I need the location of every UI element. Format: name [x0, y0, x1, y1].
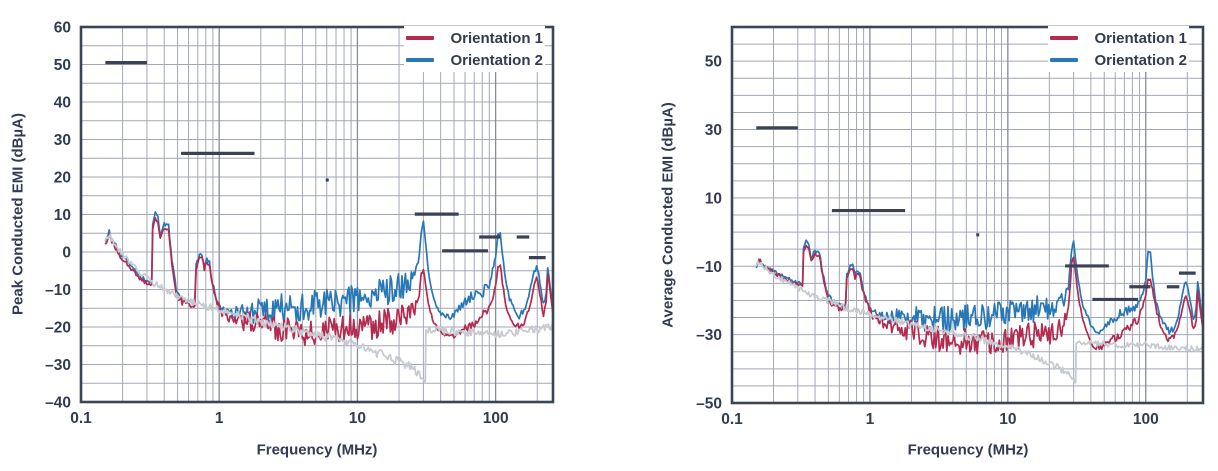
svg-text:–50: –50 — [696, 396, 722, 413]
orientation-1-line-swatch — [406, 36, 435, 40]
svg-text:10: 10 — [349, 410, 366, 427]
legend-item-orientation-1: Orientation 1 — [1050, 27, 1187, 49]
average-chart-legend: Orientation 1 Orientation 2 — [1048, 26, 1189, 72]
svg-text:50: 50 — [705, 54, 722, 71]
svg-text:0.1: 0.1 — [721, 411, 743, 428]
svg-text:–30: –30 — [45, 357, 71, 374]
svg-text:–10: –10 — [696, 259, 722, 276]
svg-text:0: 0 — [62, 245, 71, 262]
svg-text:1: 1 — [866, 411, 875, 428]
legend-item-orientation-1: Orientation 1 — [406, 27, 543, 49]
average-chart-x-axis-title: Frequency (MHz) — [907, 441, 1029, 459]
svg-text:50: 50 — [54, 57, 71, 74]
svg-text:–20: –20 — [45, 320, 71, 337]
legend-item-orientation-2: Orientation 2 — [406, 49, 543, 71]
svg-text:10: 10 — [54, 207, 71, 224]
svg-text:40: 40 — [54, 95, 71, 112]
svg-text:30: 30 — [54, 132, 71, 149]
legend-label: Orientation 2 — [1094, 51, 1187, 69]
average-chart-y-axis-title: Average Conducted EMI (dBµA) — [659, 102, 677, 328]
svg-text:30: 30 — [705, 122, 722, 139]
svg-text:1: 1 — [215, 410, 224, 427]
svg-text:60: 60 — [54, 20, 71, 37]
svg-text:10: 10 — [705, 190, 722, 207]
legend-label: Orientation 1 — [1094, 29, 1187, 47]
svg-text:–30: –30 — [696, 327, 722, 344]
peak-chart-legend: Orientation 1 Orientation 2 — [404, 26, 545, 72]
svg-text:0.1: 0.1 — [70, 410, 92, 427]
legend-item-orientation-2: Orientation 2 — [1050, 49, 1187, 71]
orientation-1-line-swatch — [1050, 36, 1079, 40]
svg-text:100: 100 — [483, 410, 509, 427]
svg-text:–40: –40 — [45, 395, 71, 412]
svg-text:100: 100 — [1133, 411, 1159, 428]
peak-chart-x-axis-title: Frequency (MHz) — [256, 441, 378, 459]
svg-text:10: 10 — [999, 411, 1016, 428]
svg-text:20: 20 — [54, 170, 71, 187]
legend-label: Orientation 2 — [450, 51, 543, 69]
svg-text:–10: –10 — [45, 282, 71, 299]
orientation-2-line-swatch — [406, 58, 435, 62]
peak-chart-y-axis-title: Peak Conducted EMI (dBµA) — [9, 113, 27, 315]
orientation-2-line-swatch — [1050, 58, 1079, 62]
legend-label: Orientation 1 — [450, 29, 543, 47]
